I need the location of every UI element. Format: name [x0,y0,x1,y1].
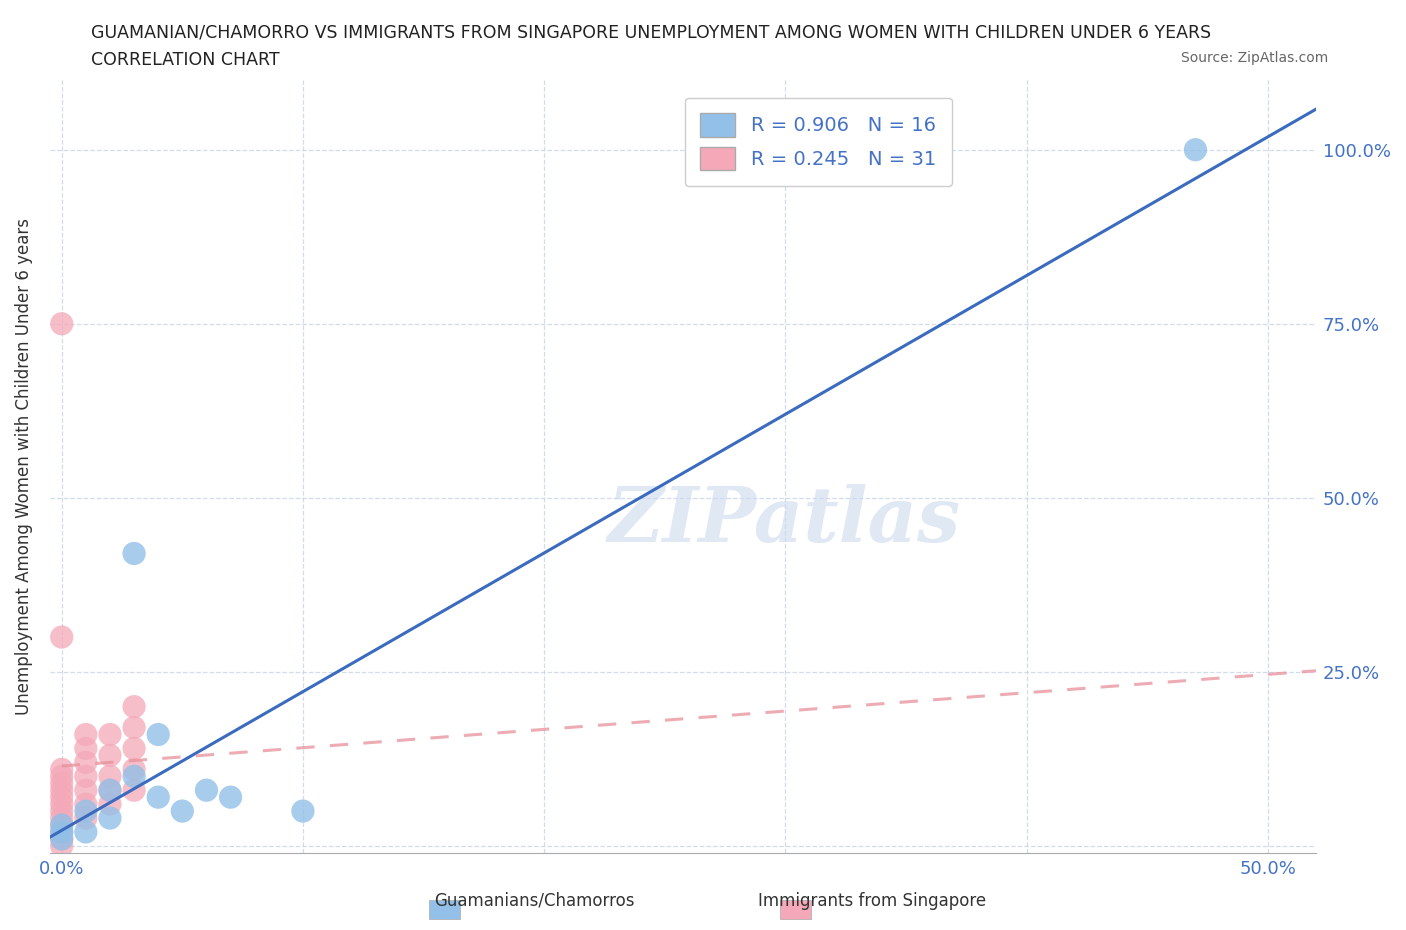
Point [51,790,73,804]
Point [75,769,97,784]
Point [75,727,97,742]
Point [51,811,73,826]
Point [75,811,97,826]
Point [98,811,121,826]
Point [291,804,314,818]
Point [122,720,145,735]
Y-axis label: Unemployment Among Women with Children Under 6 years: Unemployment Among Women with Children U… [15,218,32,715]
Point [51,817,73,832]
Point [51,839,73,854]
Text: CORRELATION CHART: CORRELATION CHART [91,51,280,69]
Point [122,783,145,798]
Point [122,741,145,756]
Text: Source: ZipAtlas.com: Source: ZipAtlas.com [1181,51,1329,65]
Point [51,825,73,840]
Point [51,825,73,840]
Point [148,790,170,804]
Point [195,783,218,798]
Point [98,769,121,784]
Text: GUAMANIAN/CHAMORRO VS IMMIGRANTS FROM SINGAPORE UNEMPLOYMENT AMONG WOMEN WITH CH: GUAMANIAN/CHAMORRO VS IMMIGRANTS FROM SI… [91,23,1212,41]
Point [219,790,242,804]
Point [75,797,97,812]
Point [51,817,73,832]
Point [75,755,97,770]
Point [51,630,73,644]
Point [122,762,145,777]
Point [75,825,97,840]
Point [51,831,73,846]
Point [51,316,73,331]
Point [98,748,121,763]
Point [51,797,73,812]
Legend: R = 0.906   N = 16, R = 0.245   N = 31: R = 0.906 N = 16, R = 0.245 N = 31 [685,98,952,186]
Point [51,831,73,846]
Point [98,727,121,742]
Point [122,546,145,561]
Text: ZIPatlas: ZIPatlas [607,484,960,558]
Point [98,783,121,798]
Point [51,783,73,798]
Point [75,783,97,798]
Text: Immigrants from Singapore: Immigrants from Singapore [758,892,986,910]
Point [98,797,121,812]
Text: Guamanians/Chamorros: Guamanians/Chamorros [434,892,634,910]
Point [122,769,145,784]
Point [75,804,97,818]
Point [148,727,170,742]
Point [51,762,73,777]
Point [51,776,73,790]
Point [1184,142,1206,157]
Point [51,804,73,818]
Point [98,783,121,798]
Point [75,741,97,756]
Point [172,804,194,818]
Point [51,769,73,784]
Point [122,699,145,714]
